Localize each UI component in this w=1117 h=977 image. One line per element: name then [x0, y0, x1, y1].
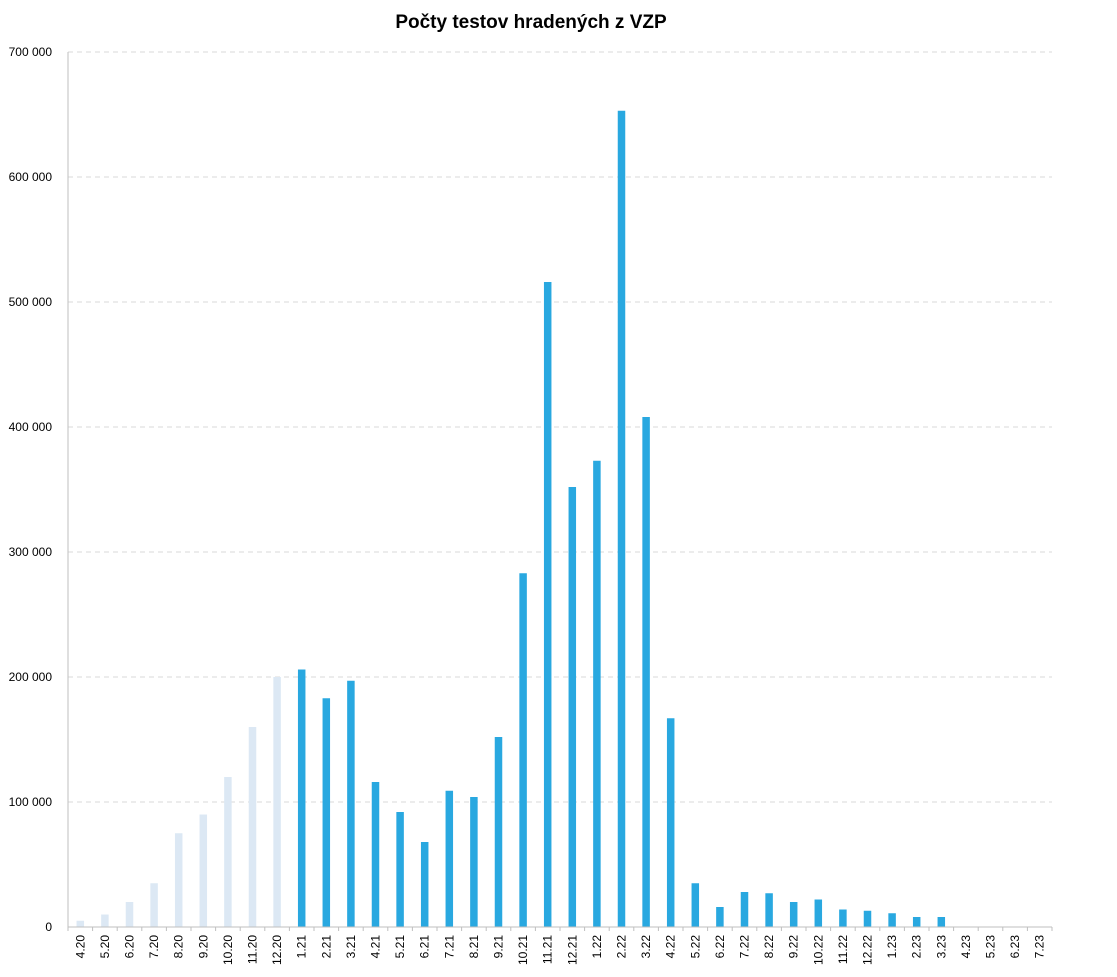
x-tick-label: 6.20 — [123, 935, 137, 959]
x-tick-label: 1.21 — [295, 935, 309, 959]
x-tick-label: 11.21 — [541, 935, 555, 964]
x-tick-label: 7.20 — [147, 935, 161, 959]
x-tick-label: 8.20 — [172, 935, 186, 959]
bar-12.22 — [863, 910, 872, 927]
y-tick-label: 400 000 — [9, 420, 53, 434]
x-tick-label: 9.22 — [787, 935, 801, 959]
x-tick-label: 4.20 — [73, 935, 87, 959]
bar-11.21 — [543, 282, 552, 927]
bar-1.21 — [297, 669, 306, 927]
bar-8.21 — [470, 797, 478, 927]
bar-5.20 — [101, 914, 109, 927]
x-tick-label: 11.20 — [246, 935, 260, 964]
bar-5.22 — [691, 883, 700, 927]
bar-4.21 — [371, 782, 380, 927]
x-tick-label: 12.22 — [861, 935, 875, 965]
x-tick-label: 11.22 — [836, 935, 850, 964]
bar-3.23 — [937, 917, 946, 927]
x-tick-label: 3.22 — [639, 935, 653, 959]
bar-9.22 — [789, 902, 798, 927]
x-tick-label: 5.22 — [688, 935, 702, 959]
bar-6.20 — [125, 902, 134, 927]
bar-11.22 — [839, 909, 847, 927]
x-tick-label: 6.22 — [713, 935, 727, 959]
bar-2.21 — [322, 698, 331, 927]
x-tick-label: 5.21 — [393, 935, 407, 959]
x-tick-label: 10.22 — [811, 935, 825, 965]
x-tick-label: 10.21 — [516, 935, 530, 965]
x-tick-label: 4.23 — [959, 935, 973, 959]
bar-1.23 — [888, 913, 896, 927]
x-tick-label: 3.23 — [934, 935, 948, 959]
chart-title: Počty testov hradených z VZP — [395, 12, 667, 33]
bar-10.22 — [814, 899, 823, 927]
bar-9.21 — [494, 737, 503, 927]
x-tick-label: 6.23 — [1008, 935, 1022, 959]
x-tick-label: 8.22 — [762, 935, 776, 959]
x-tick-label: 2.23 — [910, 935, 924, 959]
x-tick-label: 4.21 — [369, 935, 383, 959]
x-tick-label: 4.22 — [664, 935, 678, 959]
y-tick-label: 100 000 — [9, 795, 53, 809]
bar-1.22 — [593, 460, 601, 927]
x-tick-label: 6.21 — [418, 935, 432, 959]
bar-12.21 — [568, 487, 577, 927]
bar-3.21 — [347, 680, 355, 927]
bar-12.20 — [273, 677, 281, 927]
bar-4.22 — [666, 718, 675, 927]
y-axis: 0 100 000 200 000 300 000 400 000 500 000 600 … — [9, 45, 69, 934]
bar-7.20 — [150, 883, 158, 927]
bar-6.21 — [420, 842, 429, 927]
bar-2.22 — [617, 110, 626, 927]
x-tick-label: 3.21 — [344, 935, 358, 959]
x-tick-label: 2.22 — [615, 935, 629, 959]
x-tick-label: 5.23 — [984, 935, 998, 959]
x-tick-label: 9.21 — [492, 935, 506, 959]
x-axis: 4.20 5.20 6.20 7.20 8.20 9.20 10.20 11.20 12.20 1… — [67, 926, 1053, 965]
bar-5.21 — [396, 812, 404, 927]
bar-8.22 — [765, 893, 773, 927]
bar-3.22 — [642, 417, 650, 927]
x-tick-label: 1.23 — [885, 935, 899, 959]
x-tick-label: 10.20 — [221, 935, 235, 965]
x-tick-label: 8.21 — [467, 935, 481, 959]
bars — [76, 110, 946, 927]
bar-4.20 — [76, 920, 85, 927]
bar-10.20 — [224, 777, 232, 927]
x-tick-label: 7.23 — [1033, 935, 1047, 959]
x-tick-label: 5.20 — [98, 935, 112, 959]
bar-6.22 — [716, 907, 724, 927]
bar-7.21 — [445, 790, 454, 927]
bar-9.20 — [199, 814, 208, 927]
x-tick-label: 12.20 — [270, 935, 284, 965]
bar-10.21 — [519, 573, 527, 927]
y-tick-label: 0 — [45, 920, 52, 934]
x-tick-label: 12.21 — [565, 935, 579, 965]
y-tick-label: 600 000 — [9, 170, 53, 184]
bar-11.20 — [248, 727, 257, 927]
bar-7.22 — [740, 892, 749, 927]
y-tick-label: 500 000 — [9, 295, 53, 309]
y-tick-label: 700 000 — [9, 45, 53, 59]
y-tick-label: 200 000 — [9, 670, 53, 684]
x-tick-label: 7.21 — [442, 935, 456, 959]
y-tick-label: 300 000 — [9, 545, 53, 559]
bar-8.20 — [174, 833, 183, 927]
x-tick-label: 1.22 — [590, 935, 604, 959]
x-tick-label: 9.20 — [196, 935, 210, 959]
grid-lines — [68, 51, 1052, 803]
x-tick-label: 7.22 — [738, 935, 752, 959]
x-tick-label: 2.21 — [319, 935, 333, 959]
bar-2.23 — [912, 917, 921, 927]
